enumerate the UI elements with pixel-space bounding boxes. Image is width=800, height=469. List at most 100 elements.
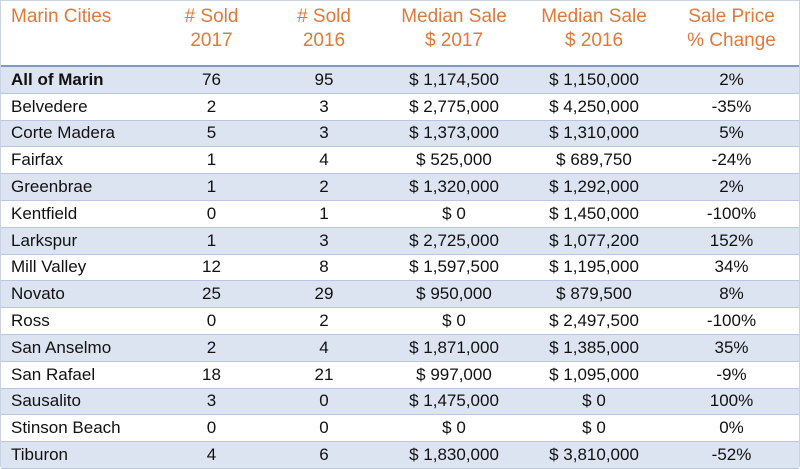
city-cell: All of Marin (1, 66, 159, 94)
sold-2016-cell: 2 (264, 173, 384, 201)
median-2016-cell: $ 1,150,000 (524, 66, 664, 94)
pct-change-cell: 100% (664, 388, 799, 416)
median-2016-cell: $ 3,810,000 (524, 441, 664, 469)
city-cell: Tiburon (1, 441, 159, 469)
sold-2017-cell: 4 (159, 441, 264, 469)
header-sold-2017-line2: 2017 (190, 30, 233, 51)
pct-change-cell: 34% (664, 254, 799, 282)
sold-2016-cell: 4 (264, 146, 384, 175)
sold-2017-cell: 1 (159, 173, 264, 201)
header-median-2017-line2: $ 2017 (424, 30, 484, 51)
table-row: Fairfax 1 4 $ 525,000 $ 689,750 -24% (1, 146, 799, 175)
sold-2016-cell: 2 (264, 307, 384, 335)
median-2016-cell: $ 1,292,000 (524, 173, 664, 201)
sold-2017-cell: 5 (159, 120, 264, 148)
sold-2016-cell: 3 (264, 120, 384, 148)
city-cell: San Rafael (1, 361, 159, 389)
median-2016-cell: $ 0 (524, 388, 664, 416)
city-cell: Mill Valley (1, 254, 159, 282)
sold-2017-cell: 18 (159, 361, 264, 389)
sold-2017-cell: 0 (159, 307, 264, 335)
table-row: Ross 0 2 $ 0 $ 2,497,500 -100% (1, 307, 799, 335)
header-pct-change-line1: Sale Price (688, 6, 775, 27)
table-row: Stinson Beach 0 0 $ 0 $ 0 0% (1, 414, 799, 443)
sold-2017-cell: 76 (159, 66, 264, 94)
sold-2016-cell: 6 (264, 441, 384, 469)
header-median-2016-line1: Median Sale (541, 6, 647, 27)
pct-change-cell: 152% (664, 227, 799, 255)
header-sold-2016-line1: # Sold (297, 6, 351, 27)
header-median-2017-line1: Median Sale (401, 6, 507, 27)
city-cell: Fairfax (1, 146, 159, 175)
sold-2017-cell: 12 (159, 254, 264, 282)
median-2016-cell: $ 1,095,000 (524, 361, 664, 389)
city-cell: Ross (1, 307, 159, 335)
sold-2017-cell: 2 (159, 334, 264, 362)
pct-change-cell: -100% (664, 200, 799, 228)
header-pct-change: Sale Price % Change (664, 1, 799, 66)
city-cell: Corte Madera (1, 120, 159, 148)
pct-change-cell: 8% (664, 280, 799, 309)
pct-change-cell: -100% (664, 307, 799, 335)
header-median-2017: Median Sale $ 2017 (384, 1, 524, 66)
sold-2017-cell: 25 (159, 280, 264, 309)
median-2016-cell: $ 0 (524, 414, 664, 443)
median-2016-cell: $ 689,750 (524, 146, 664, 175)
median-2017-cell: $ 1,373,000 (384, 120, 524, 148)
median-2016-cell: $ 1,450,000 (524, 200, 664, 228)
median-2016-cell: $ 2,497,500 (524, 307, 664, 335)
table-row: Corte Madera 5 3 $ 1,373,000 $ 1,310,000 5% (1, 120, 799, 148)
median-2017-cell: $ 1,320,000 (384, 173, 524, 201)
median-2017-cell: $ 0 (384, 200, 524, 228)
pct-change-cell: -35% (664, 93, 799, 121)
sold-2017-cell: 2 (159, 93, 264, 121)
pct-change-cell: 5% (664, 120, 799, 148)
median-2017-cell: $ 0 (384, 414, 524, 443)
median-2017-cell: $ 1,475,000 (384, 388, 524, 416)
sold-2017-cell: 1 (159, 146, 264, 175)
table-row: Belvedere 2 3 $ 2,775,000 $ 4,250,000 -35% (1, 93, 799, 121)
median-2016-cell: $ 1,195,000 (524, 254, 664, 282)
median-2016-cell: $ 1,385,000 (524, 334, 664, 362)
median-2016-cell: $ 1,077,200 (524, 227, 664, 255)
median-2017-cell: $ 1,830,000 (384, 441, 524, 469)
table-row-total: All of Marin 76 95 $ 1,174,500 $ 1,150,000 2% (1, 66, 799, 94)
sold-2016-cell: 8 (264, 254, 384, 282)
table-row: Novato 25 29 $ 950,000 $ 879,500 8% (1, 280, 799, 309)
header-row: Marin Cities # Sold 2017 # Sold 2016 Median S… (1, 1, 799, 66)
sold-2016-cell: 0 (264, 388, 384, 416)
table-header: Marin Cities # Sold 2017 # Sold 2016 Median S… (1, 1, 799, 66)
pct-change-cell: 2% (664, 173, 799, 201)
table-row: Kentfield 0 1 $ 0 $ 1,450,000 -100% (1, 200, 799, 228)
city-cell: Sausalito (1, 388, 159, 416)
city-cell: San Anselmo (1, 334, 159, 362)
median-2017-cell: $ 950,000 (384, 280, 524, 309)
sold-2016-cell: 3 (264, 227, 384, 255)
city-cell: Greenbrae (1, 173, 159, 201)
pct-change-cell: 2% (664, 66, 799, 94)
table-row: Mill Valley 12 8 $ 1,597,500 $ 1,195,000 34% (1, 254, 799, 282)
header-pct-change-line2: % Change (687, 30, 776, 51)
sold-2016-cell: 29 (264, 280, 384, 309)
header-city-line1: Marin Cities (11, 6, 112, 27)
median-2016-cell: $ 879,500 (524, 280, 664, 309)
header-sold-2017: # Sold 2017 (159, 1, 264, 66)
pct-change-cell: -9% (664, 361, 799, 389)
sold-2016-cell: 95 (264, 66, 384, 94)
city-cell: Novato (1, 280, 159, 309)
city-cell: Stinson Beach (1, 414, 159, 443)
median-2017-cell: $ 997,000 (384, 361, 524, 389)
sold-2016-cell: 0 (264, 414, 384, 443)
table-row: San Rafael 18 21 $ 997,000 $ 1,095,000 -9% (1, 361, 799, 389)
table-body: All of Marin 76 95 $ 1,174,500 $ 1,150,000 2%… (1, 66, 799, 469)
sold-2016-cell: 3 (264, 93, 384, 121)
sold-2016-cell: 4 (264, 334, 384, 362)
header-sold-2016-line2: 2016 (302, 30, 346, 51)
header-city: Marin Cities (1, 1, 159, 66)
median-2016-cell: $ 4,250,000 (524, 93, 664, 121)
median-2017-cell: $ 525,000 (384, 146, 524, 175)
median-2017-cell: $ 1,597,500 (384, 254, 524, 282)
table-row: Tiburon 4 6 $ 1,830,000 $ 3,810,000 -52% (1, 441, 799, 469)
sold-2016-cell: 1 (264, 200, 384, 228)
